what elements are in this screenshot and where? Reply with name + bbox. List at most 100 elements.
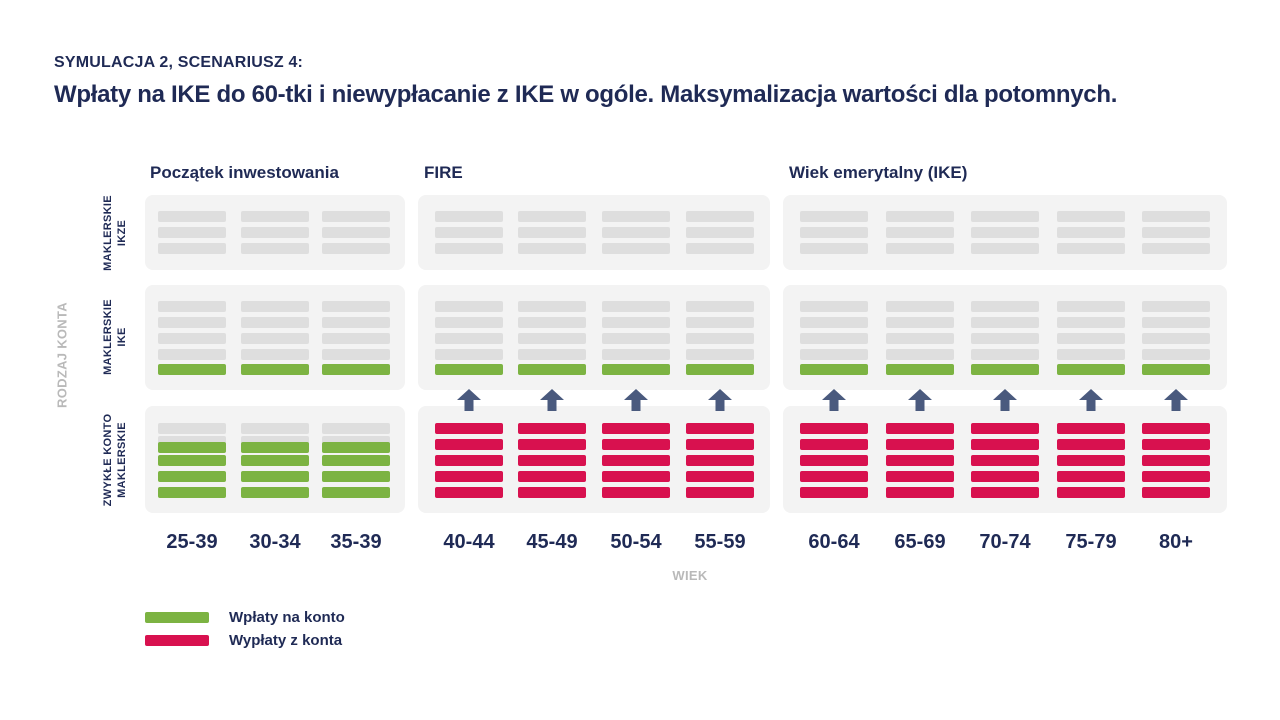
transfer-arrow-up-icon [822,389,846,411]
ike-empty-bar [158,333,226,344]
ikze-empty-bar [886,227,954,238]
ikze-empty-bar [518,243,586,254]
zwykle-withdrawal-bar [686,487,754,498]
ikze-empty-bar [435,211,503,222]
zwykle-withdrawal-bar [602,455,670,466]
zwykle-withdrawal-bar [435,439,503,450]
phase-label-fire: FIRE [424,163,463,182]
zwykle-deposit-bar [158,455,226,466]
zwykle-withdrawal-bar [886,487,954,498]
ike-empty-bar [435,333,503,344]
ike-empty-bar [886,349,954,360]
zwykle-empty-bar [322,423,390,434]
ike-empty-bar [886,301,954,312]
zwykle-withdrawal-bar [971,455,1039,466]
ike-deposit-bar [435,364,503,375]
row-label-zwykle: ZWYKŁE KONTO MAKLERSKIE [101,414,129,507]
ike-empty-bar [241,301,309,312]
ike-empty-bar [241,349,309,360]
ike-deposit-bar [241,364,309,375]
zwykle-withdrawal-bar [1142,439,1210,450]
ikze-empty-bar [1057,227,1125,238]
ikze-empty-bar [435,227,503,238]
zwykle-withdrawal-bar [686,455,754,466]
ike-empty-bar [602,349,670,360]
ike-empty-bar [971,301,1039,312]
zwykle-withdrawal-bar [686,423,754,434]
ikze-empty-bar [241,243,309,254]
zwykle-deposit-bar [322,455,390,466]
zwykle-withdrawal-bar [1057,439,1125,450]
ike-empty-bar [1142,349,1210,360]
zwykle-withdrawal-bar [686,439,754,450]
ike-empty-bar [435,317,503,328]
x-axis-label: WIEK [672,568,708,583]
phase-label-retirement: Wiek emerytalny (IKE) [789,163,968,182]
ike-empty-bar [886,317,954,328]
transfer-arrow-up-icon [1164,389,1188,411]
ikze-empty-bar [602,243,670,254]
ike-empty-bar [158,317,226,328]
ike-empty-bar [800,301,868,312]
row-label-ikze: MAKLERSKIE IKZE [101,195,129,271]
age-label: 35-39 [330,531,382,553]
ike-deposit-bar [971,364,1039,375]
ikze-empty-bar [800,227,868,238]
ike-empty-bar [886,333,954,344]
ikze-empty-bar [602,227,670,238]
ike-empty-bar [435,349,503,360]
ike-deposit-bar [886,364,954,375]
ike-deposit-bar [1057,364,1125,375]
ike-empty-bar [971,349,1039,360]
row-label-ike: MAKLERSKIE IKE [101,299,129,375]
zwykle-withdrawal-bar [886,471,954,482]
ike-empty-bar [602,317,670,328]
zwykle-withdrawal-bar [971,423,1039,434]
y-axis-label: RODZAJ KONTA [54,302,70,408]
zwykle-withdrawal-bar [886,439,954,450]
zwykle-withdrawal-bar [518,423,586,434]
ikze-empty-bar [158,211,226,222]
ike-empty-bar [322,333,390,344]
zwykle-deposit-bar [241,455,309,466]
age-label: 25-39 [166,531,218,553]
legend-swatch-withdrawal [145,635,209,646]
ikze-empty-bar [686,227,754,238]
zwykle-empty-bar [158,436,226,447]
ikze-empty-bar [435,243,503,254]
age-label: 40-44 [443,531,495,553]
zwykle-empty-bar [158,423,226,434]
row-label-zwykle-line2: MAKLERSKIE [116,422,128,498]
zwykle-withdrawal-bar [602,487,670,498]
ike-empty-bar [686,317,754,328]
ike-empty-bar [686,333,754,344]
ikze-empty-bar [322,243,390,254]
row-label-ikze-line1: MAKLERSKIE [102,195,114,271]
zwykle-withdrawal-bar [1057,471,1125,482]
ikze-empty-bar [686,211,754,222]
ikze-empty-bar [602,211,670,222]
ike-empty-bar [971,333,1039,344]
transfer-arrow-up-icon [708,389,732,411]
age-label: 70-74 [979,531,1031,553]
age-label: 65-69 [894,531,946,553]
zwykle-empty-bar [322,436,390,447]
ike-empty-bar [322,349,390,360]
zwykle-withdrawal-bar [1057,487,1125,498]
ike-empty-bar [800,333,868,344]
zwykle-deposit-bar [241,471,309,482]
ikze-empty-bar [1057,243,1125,254]
transfer-arrow-up-icon [993,389,1017,411]
transfer-arrow-up-icon [1079,389,1103,411]
ikze-empty-bar [322,211,390,222]
zwykle-deposit-bar [322,471,390,482]
zwykle-withdrawal-bar [435,471,503,482]
ikze-empty-bar [322,227,390,238]
ike-empty-bar [1142,333,1210,344]
zwykle-withdrawal-bar [1142,487,1210,498]
page-title: Wpłaty na IKE do 60-tki i niewypłacanie … [54,81,1118,108]
ike-empty-bar [1057,317,1125,328]
ike-empty-bar [971,317,1039,328]
legend-label-withdrawal: Wypłaty z konta [229,632,343,649]
age-label: 30-34 [249,531,301,553]
